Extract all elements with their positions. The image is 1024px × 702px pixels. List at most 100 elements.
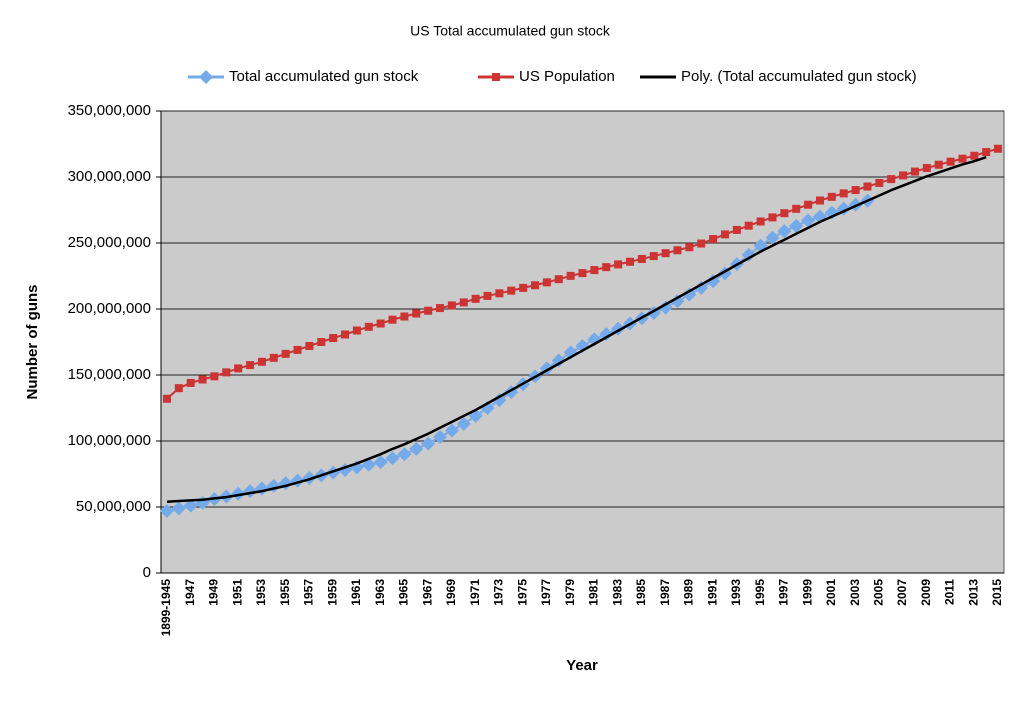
square-marker [602, 263, 611, 272]
square-marker [519, 283, 528, 292]
square-marker [625, 257, 634, 266]
diamond-marker [397, 447, 412, 462]
square-marker [269, 353, 278, 362]
diamond-marker [682, 287, 697, 302]
x-tick-label: 2001 [824, 579, 838, 606]
y-tick-label: 150,000,000 [68, 366, 151, 383]
square-marker [352, 326, 361, 335]
x-tick-label: 1899-1945 [159, 579, 173, 637]
y-tick-label: 0 [143, 564, 151, 581]
diamond-marker [789, 218, 804, 233]
diamond-marker [183, 498, 198, 513]
square-marker [495, 289, 504, 298]
square-marker [720, 230, 729, 239]
square-marker [922, 164, 931, 173]
y-tick-label: 100,000,000 [68, 432, 151, 449]
square-marker [673, 246, 682, 255]
square-marker [697, 239, 706, 248]
square-marker [910, 167, 919, 176]
square-marker [531, 281, 540, 290]
square-marker [744, 221, 753, 230]
y-tick-label: 250,000,000 [68, 234, 151, 251]
diamond-marker [444, 423, 459, 438]
x-tick-label: 2011 [943, 579, 957, 605]
diamond-marker [670, 294, 685, 309]
x-tick-label: 1983 [610, 579, 624, 606]
square-marker [780, 209, 789, 218]
diamond-marker [551, 353, 566, 368]
square-marker [257, 357, 266, 366]
square-marker [483, 291, 492, 300]
square-marker [637, 254, 646, 263]
diamond-marker [456, 416, 471, 431]
square-marker [863, 182, 872, 191]
series-line [166, 156, 987, 503]
x-tick-label: 2005 [872, 579, 886, 606]
x-tick-label: 1975 [515, 579, 529, 606]
legend-marker [199, 70, 213, 84]
legend-label: US Population [519, 68, 615, 85]
diamond-marker [421, 436, 436, 451]
x-tick-label: 2013 [966, 579, 980, 606]
diamond-marker [706, 274, 721, 289]
y-tick-label: 200,000,000 [68, 300, 151, 317]
x-tick-label: 2009 [919, 579, 933, 606]
square-marker [222, 368, 231, 377]
x-tick-label: 1965 [397, 579, 411, 606]
x-tick-label: 1967 [420, 579, 434, 606]
square-marker [578, 269, 587, 278]
diamond-marker [159, 503, 174, 518]
x-tick-label: 1959 [325, 579, 339, 606]
x-tick-label: 1957 [302, 579, 316, 606]
square-marker [186, 378, 195, 387]
x-tick-label: 2007 [895, 579, 909, 606]
square-marker [804, 200, 813, 209]
square-marker [815, 196, 824, 205]
diamond-marker [599, 327, 614, 342]
x-tick-label: 1981 [587, 579, 601, 606]
x-tick-label: 1995 [753, 579, 767, 606]
square-marker [566, 271, 575, 280]
legend-entry: US Population [478, 68, 615, 85]
diamond-marker [801, 213, 816, 228]
legend-entry: Poly. (Total accumulated gun stock) [640, 68, 917, 85]
square-marker [982, 148, 991, 157]
diamond-marker [777, 224, 792, 239]
square-marker [994, 144, 1003, 153]
square-marker [341, 330, 350, 339]
y-tick-label: 300,000,000 [68, 168, 151, 185]
x-tick-label: 1971 [468, 579, 482, 606]
x-tick-label: 1985 [634, 579, 648, 606]
diamond-marker [171, 501, 186, 516]
square-marker [459, 298, 468, 307]
diamond-marker [409, 441, 424, 456]
diamond-marker [765, 230, 780, 245]
chart-title: US Total accumulated gun stock [410, 23, 611, 39]
square-marker [827, 192, 836, 201]
diamond-marker [433, 430, 448, 445]
y-tick-label: 350,000,000 [68, 102, 151, 119]
square-marker [899, 171, 908, 180]
square-marker [661, 249, 670, 258]
square-marker [649, 252, 658, 261]
legend-marker [492, 73, 500, 81]
x-tick-label: 1955 [278, 579, 292, 606]
x-axis-label: Year [566, 657, 598, 674]
x-tick-label: 1949 [207, 579, 221, 606]
square-marker [400, 312, 409, 321]
legend-label: Total accumulated gun stock [229, 68, 419, 85]
square-marker [709, 235, 718, 244]
square-marker [851, 186, 860, 195]
square-marker [958, 154, 967, 163]
square-marker [388, 315, 397, 324]
square-marker [934, 160, 943, 169]
x-tick-label: 1969 [444, 579, 458, 606]
square-marker [685, 243, 694, 252]
x-tick-label: 1999 [800, 579, 814, 606]
square-marker [198, 375, 207, 384]
square-marker [590, 266, 599, 275]
square-marker [875, 178, 884, 187]
diamond-marker [492, 393, 507, 408]
square-marker [792, 204, 801, 213]
